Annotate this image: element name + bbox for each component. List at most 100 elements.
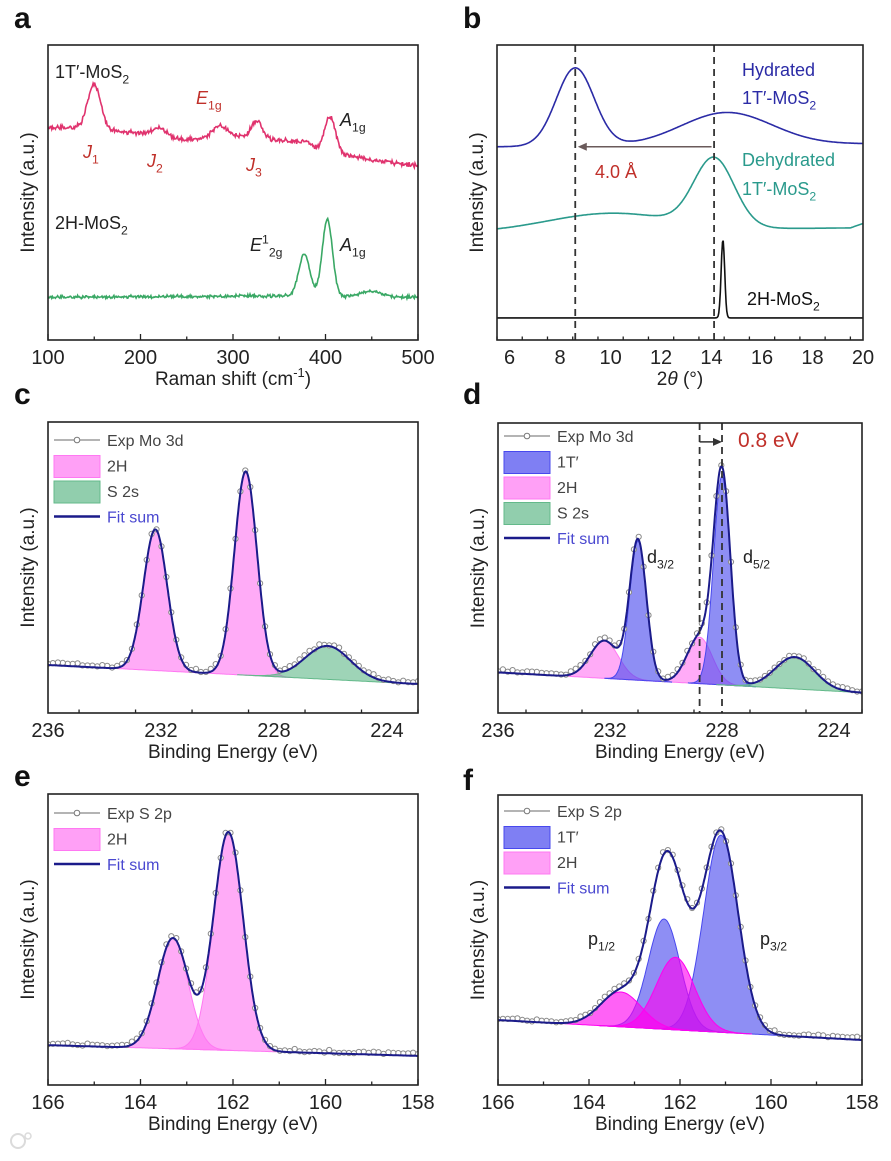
- legend: Exp S 2p 1T′ 2H Fit sum: [503, 804, 622, 898]
- annotation-label-part: 1g: [352, 120, 366, 134]
- legend-label: Exp Mo 3d: [107, 433, 183, 450]
- legend: Exp Mo 3d 1T′ 2H S 2s Fit sum: [503, 429, 633, 548]
- annotation-label-part: 1/2: [598, 939, 615, 953]
- exp-point: [291, 1045, 298, 1053]
- x-tick-label: 20: [852, 347, 874, 369]
- fit-sum-line: [48, 470, 418, 685]
- legend-marker-icon: [523, 432, 531, 440]
- x-tick-label: 158: [845, 1092, 878, 1114]
- annotation-label: 4.0 Å: [595, 162, 637, 182]
- annotation-label-part: 1: [262, 232, 269, 246]
- annotation-label-part: 3: [255, 165, 262, 179]
- x-axis-label-part: θ: [667, 369, 678, 390]
- exp-point: [54, 659, 62, 666]
- plot-area: [498, 462, 862, 695]
- plot-area: [48, 467, 418, 686]
- annotation-label-part: p: [588, 929, 598, 949]
- annotation-label: J2: [146, 151, 163, 175]
- x-tick-label: 228: [257, 720, 290, 742]
- y-axis-label: Intensity (a.u.): [468, 508, 489, 628]
- annotation-label-part: 1T′-MoS: [742, 88, 809, 108]
- annotation-label-part: E: [250, 235, 263, 255]
- fit-sum-line: [498, 464, 862, 694]
- annotation-label-part: 2g: [269, 245, 283, 259]
- panel-f: 166 164 162 160 158 Binding Energy (eV) Intens…: [463, 764, 879, 1135]
- annotation-label: d5/2: [743, 547, 770, 571]
- annotation-label-part: 5/2: [753, 557, 770, 571]
- legend-swatch: [53, 455, 101, 478]
- annotation-label-part: J: [245, 155, 256, 175]
- annotation-label: 0.8 eV: [738, 429, 799, 452]
- x-tick-label: 164: [124, 1092, 157, 1114]
- annotation-label-part: 2: [809, 98, 816, 112]
- annotation-label: 2H-MoS2: [747, 289, 820, 313]
- x-tick-label: 224: [817, 720, 850, 742]
- annotation-label-part: 2: [122, 72, 129, 86]
- annotation-label: d3/2: [647, 547, 674, 571]
- panel-letter: a: [14, 2, 31, 35]
- panel-letter: f: [463, 764, 474, 797]
- x-tick-label: 166: [31, 1092, 64, 1114]
- plot-frame: [497, 422, 863, 714]
- x-tick-label: 300: [216, 347, 249, 369]
- annotation-label-part: 2H-MoS: [747, 289, 813, 309]
- annotation-label-part: 4.0 Å: [595, 162, 637, 182]
- annotation-label: A1g: [339, 110, 366, 134]
- x-axis-label-part: Raman shift (cm: [155, 369, 293, 390]
- exp-point: [410, 1049, 417, 1056]
- series-line-2: [497, 240, 863, 319]
- y-axis-label: Intensity (a.u.): [18, 507, 39, 627]
- x-tick-label: 160: [754, 1092, 787, 1114]
- x-tick-label: 200: [124, 347, 157, 369]
- legend-label: 1T′: [557, 455, 579, 472]
- x-tick-label: 162: [216, 1092, 249, 1114]
- legend-label: Fit sum: [557, 531, 609, 548]
- annotation-label-part: 1g: [352, 245, 366, 259]
- legend-label: Fit sum: [107, 857, 159, 874]
- annotation-label-part: 2: [121, 223, 128, 237]
- x-tick-label: 236: [481, 720, 514, 742]
- series-line-0: [497, 66, 863, 148]
- x-tick-label: 164: [572, 1092, 605, 1114]
- y-axis-label: Intensity (a.u.): [467, 132, 488, 252]
- panel-letter: e: [14, 760, 31, 793]
- annotation-label-part: 1T′-MoS: [742, 179, 809, 199]
- annotation-label-part: A: [339, 110, 352, 130]
- x-axis-label: Binding Energy (eV): [148, 1114, 318, 1135]
- legend: Exp S 2p 2H Fit sum: [53, 806, 172, 874]
- x-tick-label: 228: [705, 720, 738, 742]
- legend-label: 1T′: [557, 830, 579, 847]
- x-axis-label-part: Binding Energy (eV): [148, 1114, 318, 1135]
- x-tick-label: 16: [751, 347, 773, 369]
- annotation-label-part: 2: [809, 189, 816, 203]
- x-axis-label: 2θ (°): [657, 369, 703, 390]
- legend-swatch: [503, 502, 551, 525]
- annotation-label-part: 0.8 eV: [738, 429, 799, 452]
- legend-marker-icon: [73, 809, 81, 817]
- legend-label: S 2s: [107, 484, 139, 501]
- plot-area: [497, 66, 863, 319]
- annotation-label: J1: [82, 142, 99, 166]
- annotation-label-part: d: [743, 547, 753, 567]
- x-axis-label-part: Binding Energy (eV): [595, 1114, 765, 1135]
- annotation-label-part: 1g: [208, 98, 222, 112]
- x-tick-label: 232: [144, 720, 177, 742]
- x-tick-label: 18: [801, 347, 823, 369]
- legend-swatch: [503, 826, 551, 849]
- annotation-label-part: A: [339, 235, 352, 255]
- annotation-label-part: E: [196, 88, 209, 108]
- series-line-1: [48, 216, 418, 302]
- x-tick-label: 224: [370, 720, 403, 742]
- annotation-label-part: d: [647, 547, 657, 567]
- annotation-label: 1T′-MoS2: [742, 88, 816, 112]
- annotation-label: p3/2: [760, 929, 787, 953]
- component-fill: [200, 470, 292, 678]
- arrow-head-icon: [713, 437, 722, 446]
- legend-label: Exp S 2p: [557, 804, 622, 821]
- legend-label: S 2s: [557, 506, 589, 523]
- annotation-label: E1g: [196, 88, 222, 112]
- fit-sum-line: [498, 829, 862, 1041]
- exp-point: [192, 665, 200, 673]
- legend-label: 2H: [557, 855, 577, 872]
